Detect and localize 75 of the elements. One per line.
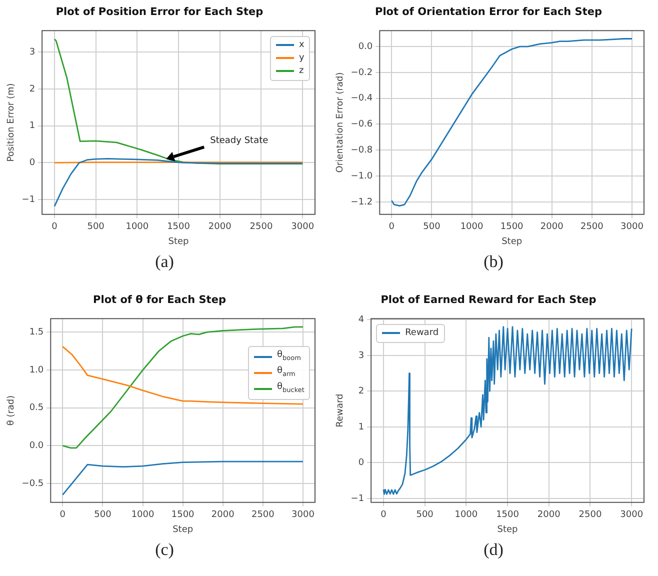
y-axis-title: Position Error (m)	[6, 83, 17, 162]
x-tick-label: 2000	[537, 510, 561, 520]
y-tick-label: 2	[358, 386, 364, 397]
x-tick-label: 500	[416, 510, 434, 520]
y-tick-label: −0.2	[350, 68, 373, 78]
legend-label: z	[299, 64, 304, 78]
x-tick-label: 1000	[454, 510, 478, 520]
x-tick-label: 2000	[211, 510, 235, 520]
y-tick-label: 1	[29, 121, 36, 132]
chart-title: Plot of Position Error for Each Step	[56, 6, 264, 18]
legend-label: θ$_{arm}$	[277, 364, 296, 380]
text: (b)	[482, 252, 504, 272]
y-tick-label: 0.0	[358, 42, 373, 52]
x-tick-label: 1500	[496, 510, 520, 520]
legend-label: θ$_{boom}$	[277, 349, 301, 364]
legend-label: y	[299, 52, 304, 65]
text: (a)	[154, 252, 175, 272]
x-axis-title: Step	[502, 236, 522, 247]
y-tick-label: −0.4	[350, 94, 373, 104]
y-tick-label: 1.5	[29, 328, 44, 338]
y-axis-title: Orientation Error (rad)	[336, 72, 346, 173]
y-tick-label: 3	[358, 350, 364, 361]
y-tick-label: −1	[22, 194, 36, 205]
x-tick-label: 3000	[292, 510, 315, 520]
y-tick-label: 2	[29, 84, 36, 94]
y-tick-label: −1.2	[350, 197, 373, 208]
x-tick-label: 500	[423, 222, 441, 232]
x-tick-label: 500	[94, 510, 112, 520]
text: (d)	[482, 540, 504, 560]
x-tick-label: 2000	[540, 222, 564, 232]
legend-label: x	[299, 38, 304, 52]
text: (c)	[154, 540, 175, 560]
y-tick-label: 0.5	[29, 403, 44, 414]
x-tick-label: 3000	[291, 222, 314, 232]
x-tick-label: 1500	[171, 510, 195, 520]
x-tick-label: 1500	[167, 222, 190, 232]
y-tick-label: −0.8	[350, 146, 373, 156]
x-tick-label: 3000	[620, 510, 644, 520]
x-tick-label: 500	[87, 222, 105, 232]
y-axis-title: Reward	[336, 394, 346, 428]
y-tick-label: 0	[29, 158, 36, 168]
x-axis-title: Step	[172, 524, 194, 535]
chart-title: Plot of θ for Each Step	[93, 294, 226, 306]
x-tick-label: 1000	[126, 222, 149, 232]
y-tick-label: 3	[29, 47, 36, 58]
y-tick-label: −0.6	[350, 120, 373, 130]
y-tick-label: −0.5	[22, 478, 44, 489]
y-tick-label: 1	[358, 422, 364, 432]
x-axis-title: Step	[497, 524, 518, 535]
x-tick-label: 0	[60, 510, 66, 520]
legend-label: Reward	[405, 326, 439, 340]
legend-label: θ$_{bucket}$	[277, 380, 304, 396]
y-tick-label: −1	[350, 494, 364, 504]
x-tick-label: 2000	[208, 222, 232, 232]
y-axis-title: θ (rad)	[6, 395, 17, 426]
y-tick-label: 0	[358, 458, 364, 468]
chart-title: Plot of Earned Reward for Each Step	[380, 294, 597, 306]
y-tick-label: 0.0	[29, 441, 44, 452]
x-tick-label: 2500	[250, 222, 273, 232]
x-tick-label: 2500	[580, 222, 604, 232]
x-tick-label: 0	[52, 222, 58, 232]
y-tick-label: −1.0	[350, 171, 373, 182]
x-tick-label: 1000	[131, 510, 154, 520]
x-tick-label: 1000	[460, 222, 484, 232]
x-tick-label: 1500	[500, 222, 524, 232]
x-tick-label: 0	[380, 510, 387, 520]
x-tick-label: 3000	[620, 222, 644, 232]
annotation: Steady State	[210, 136, 269, 146]
x-tick-label: 2500	[251, 510, 275, 520]
x-axis-title: Step	[168, 236, 190, 247]
y-tick-label: 1.0	[29, 365, 44, 376]
x-tick-label: 0	[388, 222, 395, 232]
x-tick-label: 2500	[578, 510, 602, 520]
chart-title: Plot of Orientation Error for Each Step	[374, 6, 602, 18]
y-tick-label: 4	[358, 315, 364, 326]
